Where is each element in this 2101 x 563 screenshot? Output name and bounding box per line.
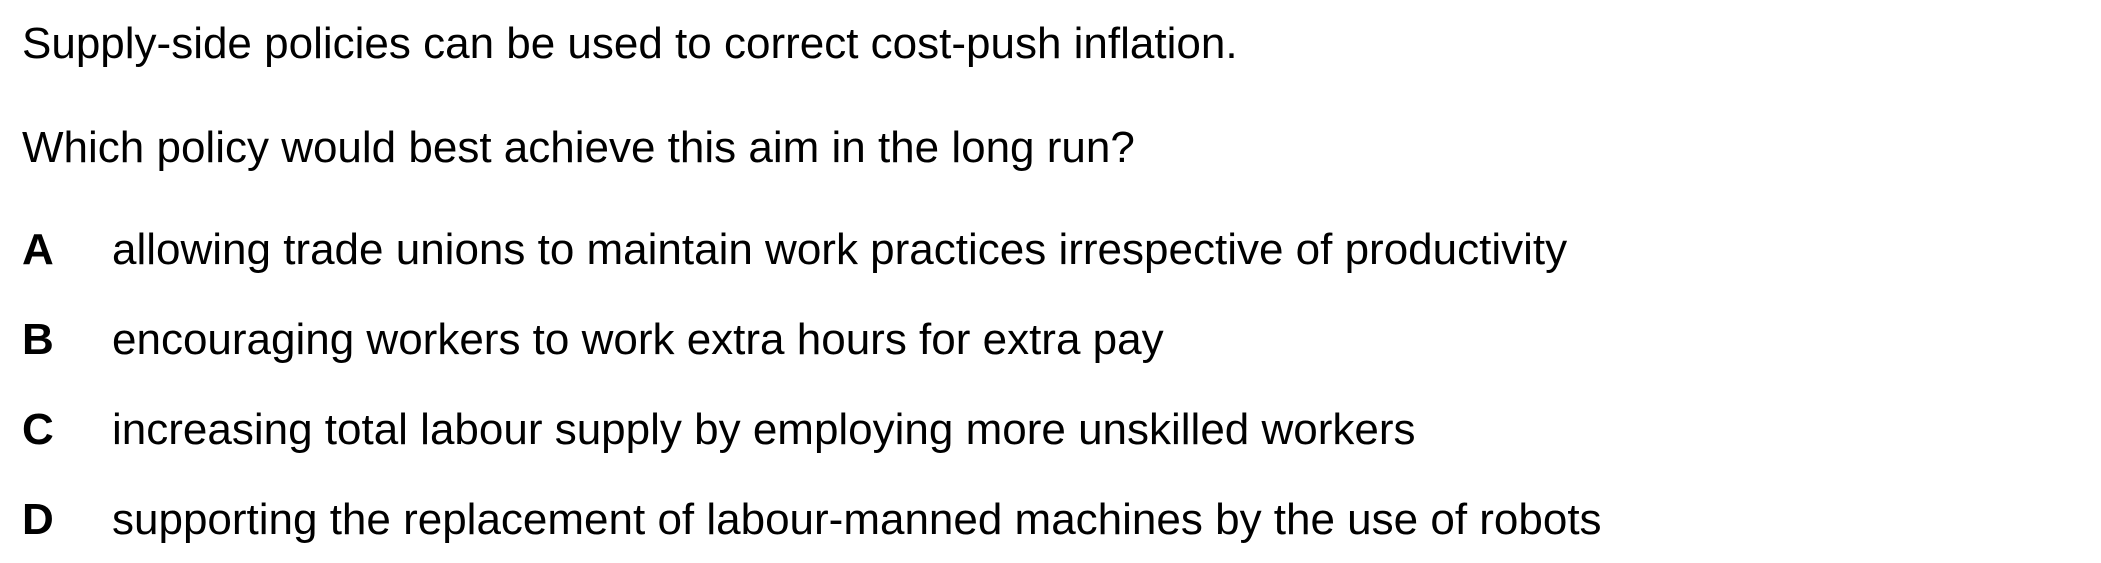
option-b-text: encouraging workers to work extra hours … <box>112 315 1164 364</box>
option-d-letter: D <box>22 495 54 544</box>
option-a-letter: A <box>22 225 54 274</box>
question-prompt: Which policy would best achieve this aim… <box>22 123 1135 172</box>
option-d-text: supporting the replacement of labour-man… <box>112 495 1602 544</box>
question-statement: Supply-side policies can be used to corr… <box>22 19 1238 68</box>
option-c-letter: C <box>22 405 54 454</box>
option-c-text: increasing total labour supply by employ… <box>112 405 1416 454</box>
option-a-text: allowing trade unions to maintain work p… <box>112 225 1568 274</box>
option-b-letter: B <box>22 315 54 364</box>
